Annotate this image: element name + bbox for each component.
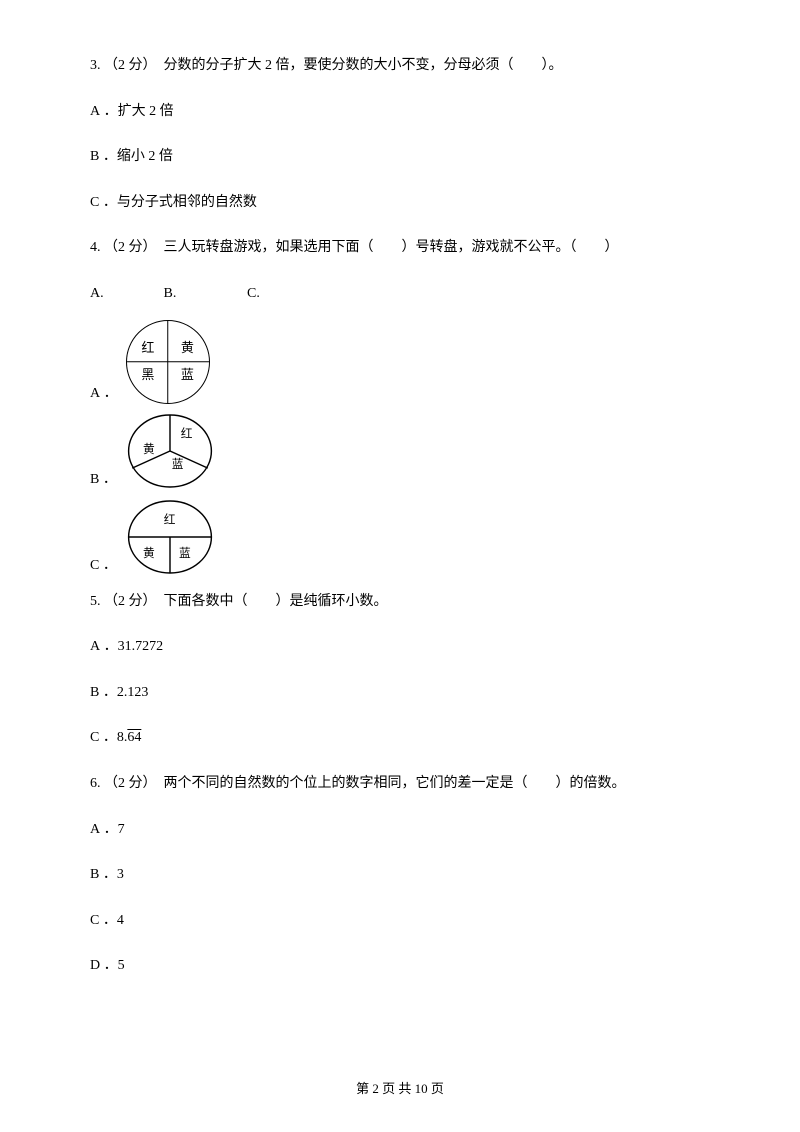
q4-option-c-row: C ． 红 黄 蓝	[90, 498, 710, 576]
q3-option-a: A ．扩大 2 倍	[90, 102, 710, 122]
q6-option-c: C ．4	[90, 911, 710, 931]
q4-label-b: B.	[164, 284, 244, 304]
spinner-a-tl: 红	[141, 339, 154, 357]
spinner-b-icon: 红 黄 蓝	[125, 412, 215, 490]
q4-inline-labels: A. B. C.	[90, 284, 710, 304]
q5-option-c-number: 8.64	[117, 730, 142, 745]
spinner-c-icon: 红 黄 蓝	[125, 498, 215, 576]
q4-stem: 4. （2 分） 三人玩转盘游戏，如果选用下面（ ）号转盘，游戏就不公平。（ ）	[90, 238, 710, 258]
spinner-a-icon: 红 黄 黑 蓝	[126, 320, 210, 404]
q4-option-a-label: A ．	[90, 384, 118, 404]
spinner-b-left: 黄	[143, 441, 155, 455]
spinner-b-top: 红	[181, 427, 193, 440]
q5-stem: 5. （2 分） 下面各数中（ ）是纯循环小数。	[90, 592, 710, 612]
q3-stem: 3. （2 分） 分数的分子扩大 2 倍，要使分数的大小不变，分母必须（ ）。	[90, 56, 710, 76]
spinner-a-bl: 黑	[141, 366, 154, 384]
q4-option-c-label: C ．	[90, 556, 117, 576]
q4-option-b-label: B ．	[90, 470, 117, 490]
q6-option-b: B ．3	[90, 865, 710, 885]
page-footer: 第 2 页 共 10 页	[0, 1080, 800, 1098]
q3-option-b: B ．缩小 2 倍	[90, 147, 710, 167]
q4-option-b-row: B ． 红 黄 蓝	[90, 412, 710, 490]
q3-option-c: C ．与分子式相邻的自然数	[90, 193, 710, 213]
q6-option-a: A ．7	[90, 820, 710, 840]
q5-option-b: B ．2.123	[90, 683, 710, 703]
spinner-c-right: 蓝	[179, 546, 191, 559]
spinner-a-br: 蓝	[181, 366, 194, 384]
spinner-a-tr: 黄	[181, 339, 194, 357]
q5-option-c: C ．8.64	[90, 728, 710, 748]
q6-option-d: D ．5	[90, 956, 710, 976]
q6-stem: 6. （2 分） 两个不同的自然数的个位上的数字相同，它们的差一定是（ ）的倍数…	[90, 774, 710, 794]
spinner-b-right: 蓝	[172, 458, 184, 471]
q5-option-c-prefix: C ．	[90, 730, 117, 745]
q4-option-a-row: A ． 红 黄 黑 蓝	[90, 320, 710, 404]
q4-label-a: A.	[90, 284, 160, 304]
q5-option-a: A ．31.7272	[90, 637, 710, 657]
spinner-c-top: 红	[164, 513, 176, 526]
q4-label-c: C.	[247, 284, 260, 304]
spinner-c-left: 黄	[143, 545, 155, 559]
